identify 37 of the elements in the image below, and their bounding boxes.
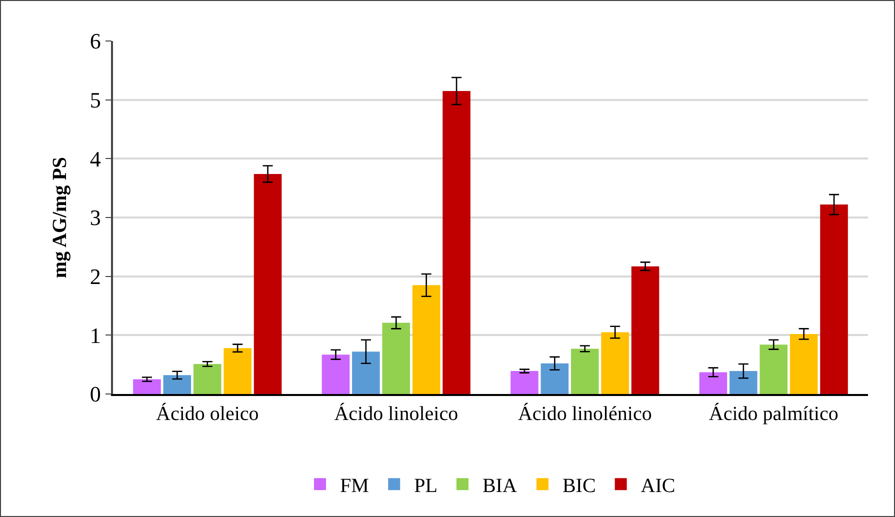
y-tick-label: 0 [90, 382, 101, 407]
bar [699, 372, 728, 394]
y-tick-label: 4 [90, 146, 101, 172]
legend-label: BIC [562, 474, 596, 497]
y-tick-label: 1 [90, 322, 101, 348]
x-tick-label: Ácido linolénico [518, 402, 652, 425]
bar [163, 375, 192, 394]
x-tick-label: Ácido linoleico [334, 402, 458, 425]
bar [133, 379, 161, 394]
y-tick-label: 2 [90, 264, 101, 290]
x-tick-label: Ácido oleico [156, 402, 259, 425]
legend-label: PL [414, 474, 438, 497]
bar [224, 348, 252, 394]
legend-label: BIA [482, 474, 518, 497]
bar [442, 91, 470, 394]
bar [540, 363, 569, 394]
y-tick-label: 5 [90, 88, 101, 113]
bar [570, 348, 599, 394]
y-tick-label: 3 [90, 205, 101, 230]
bar [322, 354, 350, 394]
bar [790, 334, 818, 394]
bar [382, 322, 410, 394]
bar [412, 285, 440, 394]
bar [510, 371, 538, 394]
bar [631, 266, 660, 394]
bar [254, 174, 282, 394]
bar [730, 371, 758, 394]
legend-label: AIC [640, 474, 676, 497]
y-tick-label: 6 [90, 28, 101, 54]
bar [820, 204, 848, 394]
legend-label: FM [340, 474, 370, 497]
bar [601, 332, 629, 394]
x-tick-label: Ácido palmítico [708, 402, 838, 425]
bar [352, 352, 380, 394]
bar [193, 364, 222, 394]
bar [760, 344, 788, 394]
y-axis-title: mg AG/mg PS [48, 156, 71, 278]
